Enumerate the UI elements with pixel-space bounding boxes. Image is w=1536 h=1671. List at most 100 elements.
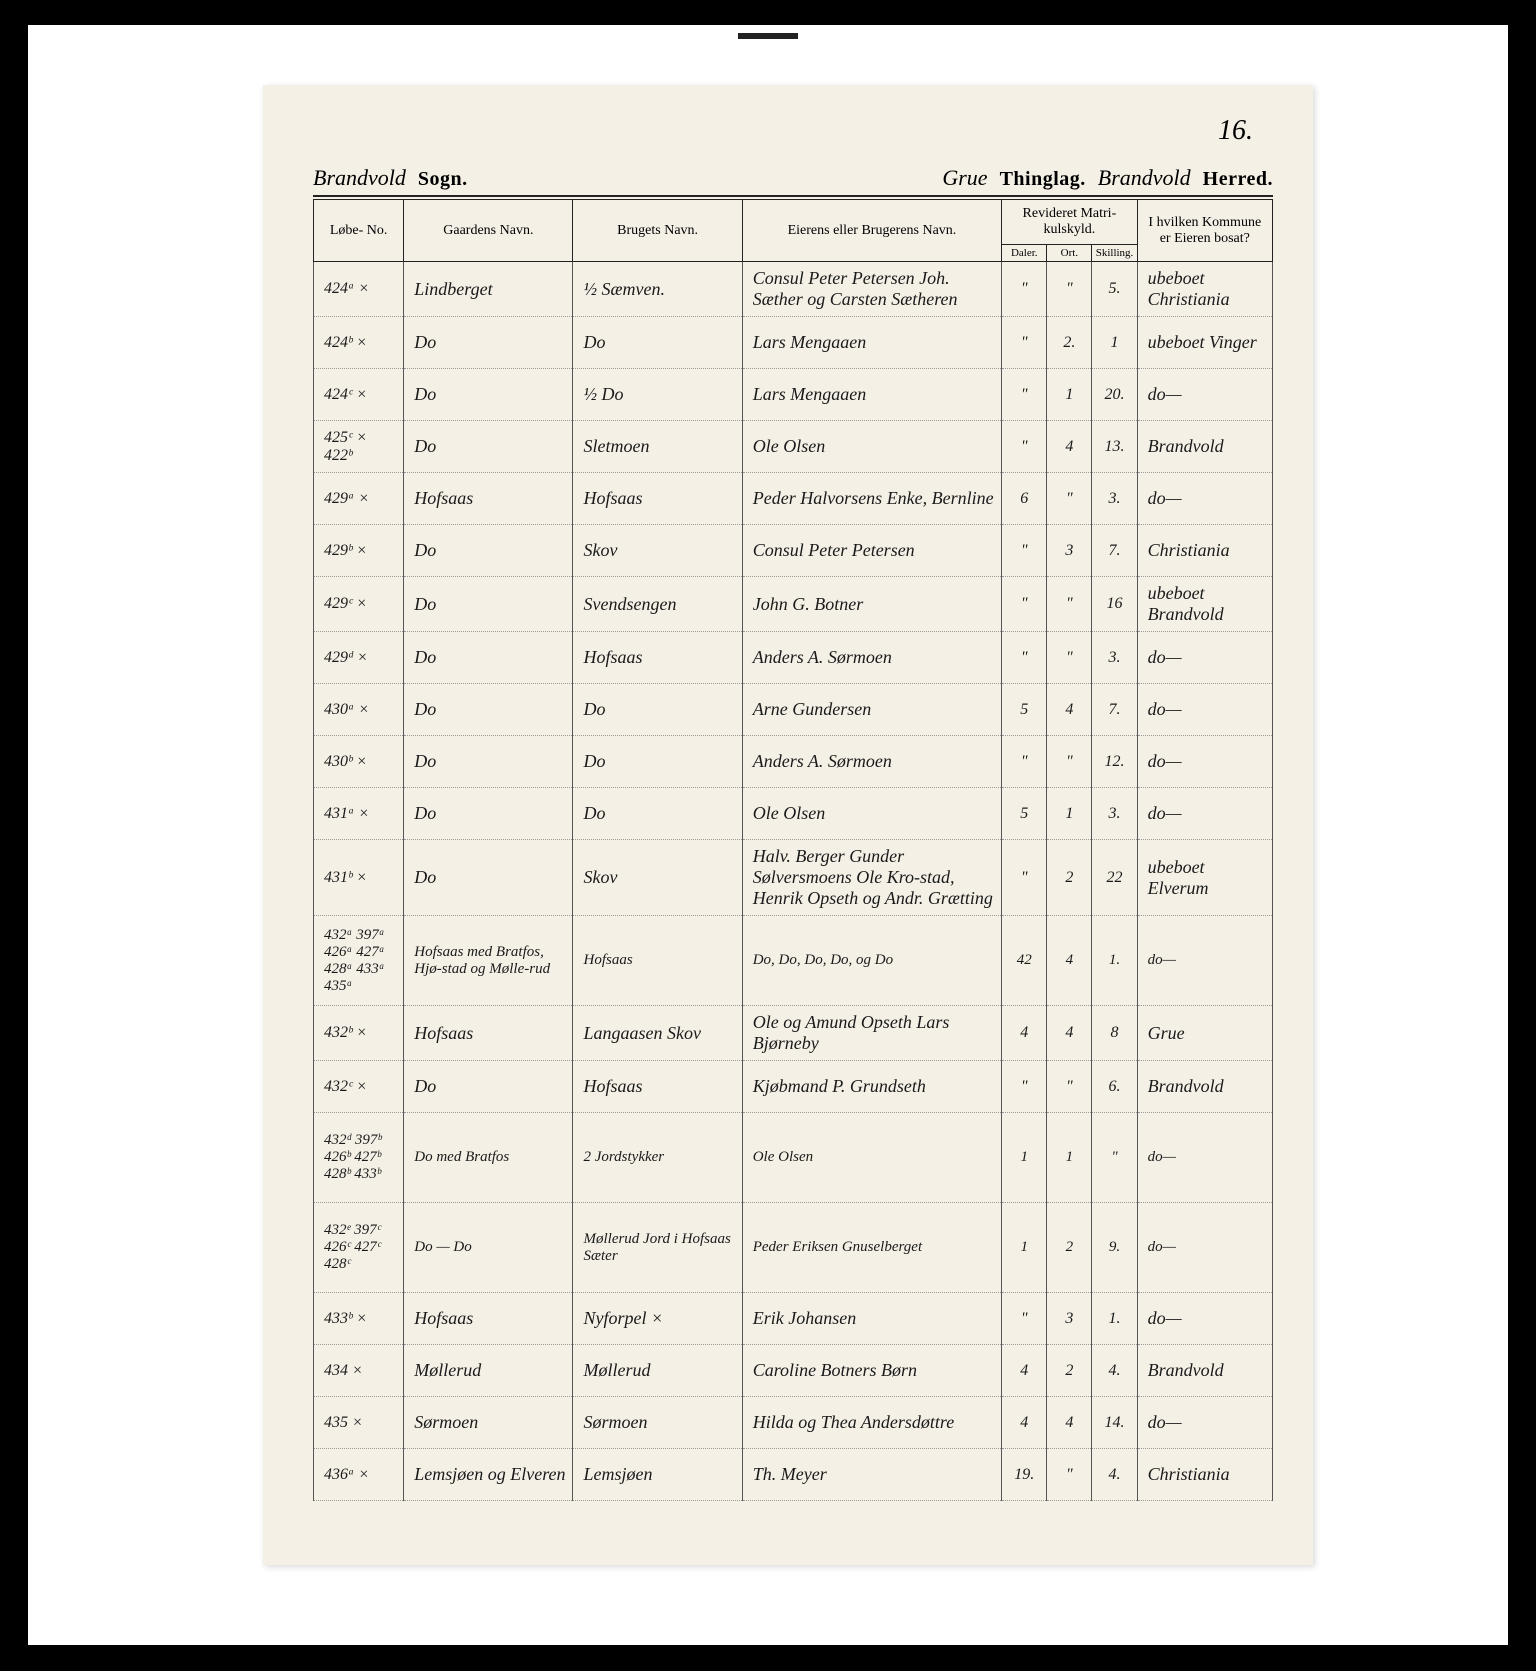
cell-brug: Hofsaas	[573, 632, 742, 684]
cell-eier: Peder Eriksen Gnuselberget	[742, 1203, 1001, 1293]
cell-lobe: 429ᵈ ×	[314, 632, 404, 684]
cell-gaard: Møllerud	[404, 1345, 573, 1397]
cell-daler: 6	[1002, 473, 1047, 525]
cell-ort: "	[1047, 577, 1092, 632]
cell-brug: Do	[573, 317, 742, 369]
table-row: 424ᵃ ×Lindberget½ Sæmven.Consul Peter Pe…	[314, 262, 1273, 317]
cell-kommune: Grue	[1137, 1006, 1272, 1061]
cell-eier: Arne Gundersen	[742, 684, 1001, 736]
cell-ort: 1	[1047, 788, 1092, 840]
table-row: 424ᶜ ×Do½ DoLars Mengaaen"120.do—	[314, 369, 1273, 421]
col-daler: Daler.	[1002, 245, 1047, 262]
cell-skilling: 6.	[1092, 1061, 1137, 1113]
cell-ort: 1	[1047, 1113, 1092, 1203]
cell-gaard: Hofsaas med Bratfos, Hjø-stad og Mølle-r…	[404, 916, 573, 1006]
cell-eier: Caroline Botners Børn	[742, 1345, 1001, 1397]
cell-gaard: Hofsaas	[404, 1293, 573, 1345]
sogn-label: Sogn.	[418, 168, 468, 191]
cell-gaard: Do	[404, 577, 573, 632]
table-body: 424ᵃ ×Lindberget½ Sæmven.Consul Peter Pe…	[314, 262, 1273, 1501]
cell-gaard: Do	[404, 684, 573, 736]
cell-ort: 2.	[1047, 317, 1092, 369]
table-row: 435 ×SørmoenSørmoenHilda og Thea Andersd…	[314, 1397, 1273, 1449]
cell-daler: "	[1002, 525, 1047, 577]
cell-gaard: Do — Do	[404, 1203, 573, 1293]
cell-lobe: 424ᵇ ×	[314, 317, 404, 369]
binder-clip-mark	[738, 33, 798, 39]
page-header: Brandvold Sogn. Grue Thinglag. Brandvold…	[313, 165, 1273, 197]
cell-brug: Do	[573, 684, 742, 736]
cell-kommune: ubeboet Christiania	[1137, 262, 1272, 317]
cell-brug: 2 Jordstykker	[573, 1113, 742, 1203]
cell-lobe: 431ᵇ ×	[314, 840, 404, 916]
cell-eier: Ole Olsen	[742, 1113, 1001, 1203]
cell-gaard: Do	[404, 736, 573, 788]
col-lobe: Løbe- No.	[314, 200, 404, 262]
cell-skilling: 22	[1092, 840, 1137, 916]
page-number: 16.	[1218, 115, 1253, 147]
cell-daler: 1	[1002, 1203, 1047, 1293]
cell-kommune: Christiania	[1137, 1449, 1272, 1501]
table-head: Løbe- No. Gaardens Navn. Brugets Navn. E…	[314, 200, 1273, 262]
cell-skilling: 1.	[1092, 1293, 1137, 1345]
col-skilling: Skilling.	[1092, 245, 1137, 262]
table-row: 424ᵇ ×DoDoLars Mengaaen"2.1ubeboet Vinge…	[314, 317, 1273, 369]
cell-ort: 3	[1047, 525, 1092, 577]
cell-kommune: do—	[1137, 632, 1272, 684]
cell-brug: Svendsengen	[573, 577, 742, 632]
cell-skilling: 7.	[1092, 525, 1137, 577]
cell-lobe: 429ᵃ ×	[314, 473, 404, 525]
ledger-page: 16. Brandvold Sogn. Grue Thinglag. Brand…	[263, 85, 1313, 1565]
cell-kommune: do—	[1137, 1397, 1272, 1449]
cell-gaard: Do	[404, 840, 573, 916]
table-row: 432ᵇ ×HofsaasLangaasen SkovOle og Amund …	[314, 1006, 1273, 1061]
cell-brug: Møllerud Jord i Hofsaas Sæter	[573, 1203, 742, 1293]
cell-skilling: 1.	[1092, 916, 1137, 1006]
cell-brug: ½ Do	[573, 369, 742, 421]
cell-daler: "	[1002, 317, 1047, 369]
cell-daler: "	[1002, 262, 1047, 317]
cell-lobe: 432ᶜ ×	[314, 1061, 404, 1113]
cell-brug: Hofsaas	[573, 916, 742, 1006]
cell-eier: Th. Meyer	[742, 1449, 1001, 1501]
table-row: 431ᵇ ×DoSkovHalv. Berger Gunder Sølversm…	[314, 840, 1273, 916]
cell-kommune: ubeboet Vinger	[1137, 317, 1272, 369]
table-row: 430ᵃ ×DoDoArne Gundersen547.do—	[314, 684, 1273, 736]
ledger-table: Løbe- No. Gaardens Navn. Brugets Navn. E…	[313, 199, 1273, 1501]
cell-daler: 5	[1002, 684, 1047, 736]
cell-kommune: do—	[1137, 916, 1272, 1006]
thinglag-name: Grue	[942, 165, 987, 191]
cell-eier: John G. Botner	[742, 577, 1001, 632]
cell-kommune: Christiania	[1137, 525, 1272, 577]
cell-gaard: Lindberget	[404, 262, 573, 317]
sogn-name: Brandvold	[313, 165, 406, 191]
herred-name: Brandvold	[1098, 165, 1191, 191]
cell-gaard: Sørmoen	[404, 1397, 573, 1449]
cell-gaard: Lemsjøen og Elveren	[404, 1449, 573, 1501]
cell-daler: "	[1002, 421, 1047, 473]
cell-eier: Consul Peter Petersen Joh. Sæther og Car…	[742, 262, 1001, 317]
cell-lobe: 431ᵃ ×	[314, 788, 404, 840]
cell-eier: Anders A. Sørmoen	[742, 736, 1001, 788]
cell-gaard: Hofsaas	[404, 1006, 573, 1061]
cell-kommune: do—	[1137, 369, 1272, 421]
cell-ort: 4	[1047, 684, 1092, 736]
cell-kommune: ubeboet Brandvold	[1137, 577, 1272, 632]
cell-daler: "	[1002, 369, 1047, 421]
cell-kommune: Brandvold	[1137, 1061, 1272, 1113]
cell-skilling: 3.	[1092, 632, 1137, 684]
cell-skilling: 13.	[1092, 421, 1137, 473]
table-row: 429ᵇ ×DoSkovConsul Peter Petersen"37.Chr…	[314, 525, 1273, 577]
cell-eier: Halv. Berger Gunder Sølversmoens Ole Kro…	[742, 840, 1001, 916]
cell-eier: Lars Mengaaen	[742, 369, 1001, 421]
cell-gaard: Do	[404, 317, 573, 369]
cell-eier: Anders A. Sørmoen	[742, 632, 1001, 684]
cell-skilling: 16	[1092, 577, 1137, 632]
table-row: 432ᵉ 397ᶜ 426ᶜ 427ᶜ 428ᶜDo — DoMøllerud …	[314, 1203, 1273, 1293]
table-row: 432ᶜ ×DoHofsaasKjøbmand P. Grundseth""6.…	[314, 1061, 1273, 1113]
cell-brug: Hofsaas	[573, 473, 742, 525]
cell-ort: 3	[1047, 1293, 1092, 1345]
cell-eier: Peder Halvorsens Enke, Bernline	[742, 473, 1001, 525]
cell-kommune: do—	[1137, 1293, 1272, 1345]
cell-lobe: 432ᵉ 397ᶜ 426ᶜ 427ᶜ 428ᶜ	[314, 1203, 404, 1293]
